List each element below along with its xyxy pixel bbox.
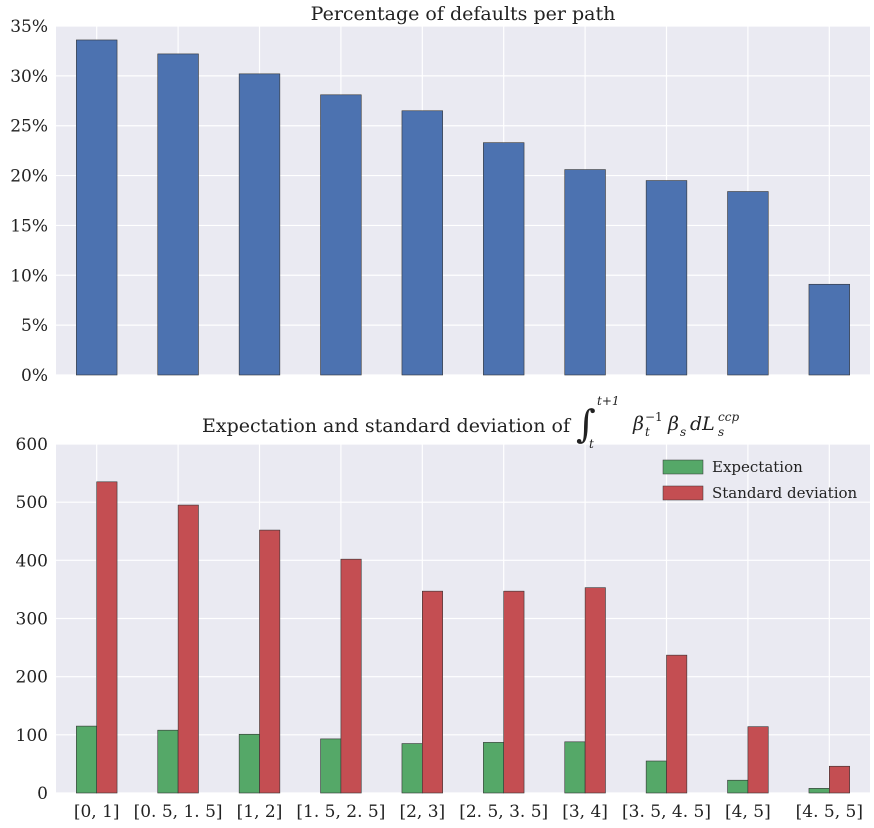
chart-title-bottom-text: Expectation and standard deviation of	[202, 415, 572, 437]
y-tick-label: 30%	[10, 67, 48, 87]
bar-standard-deviation	[340, 558, 362, 794]
bar	[727, 191, 769, 376]
bar-expectation	[727, 779, 749, 794]
integrand-L-sup: ccp	[718, 410, 739, 424]
legend-label-expectation: Expectation	[712, 458, 803, 476]
bars-top	[76, 39, 850, 376]
x-tick-label: [0. 5, 1. 5]	[134, 802, 223, 822]
bars-bottom	[76, 481, 850, 794]
x-ticks-bottom: [0, 1] [0. 5, 1. 5] [1, 2] [1. 5, 2. 5] [2, …	[74, 802, 863, 822]
bar-expectation	[564, 741, 586, 794]
y-tick-label: 100	[16, 726, 48, 746]
bar	[76, 39, 118, 376]
chart-title-top: Percentage of defaults per path	[311, 3, 616, 25]
bar-standard-deviation	[421, 590, 443, 794]
bar	[401, 110, 443, 376]
integral-upper-limit: t+1	[597, 394, 620, 408]
bar-expectation	[76, 725, 97, 794]
y-tick-label: 400	[16, 551, 48, 571]
integral-lower-limit: t	[589, 437, 594, 451]
bar	[564, 169, 606, 376]
y-tick-label: 10%	[10, 266, 48, 286]
y-tick-label: 15%	[10, 216, 48, 236]
x-tick-label: [3. 5, 4. 5]	[622, 802, 711, 822]
y-tick-label: 200	[16, 668, 48, 688]
bar-standard-deviation	[96, 481, 118, 794]
bar-standard-deviation	[747, 726, 769, 794]
bar-expectation	[157, 729, 179, 794]
bar	[483, 142, 525, 376]
x-tick-label: [2. 5, 3. 5]	[459, 802, 548, 822]
y-tick-label: 500	[16, 493, 48, 513]
integrand-L-sub: s	[718, 425, 724, 439]
x-tick-label: [1. 5, 2. 5]	[296, 802, 385, 822]
bar-standard-deviation	[259, 529, 281, 794]
legend: Expectation Standard deviation	[662, 458, 858, 502]
x-tick-label: [4. 5, 5]	[796, 802, 863, 822]
bar-expectation	[645, 760, 667, 794]
chart-title-bottom: Expectation and standard deviation of ∫ …	[202, 394, 739, 451]
x-tick-label: [1, 2]	[237, 802, 283, 822]
bar	[808, 283, 850, 376]
bar	[645, 180, 688, 376]
y-tick-label: 0%	[21, 366, 48, 386]
bar-standard-deviation	[666, 654, 688, 794]
bar-expectation	[808, 788, 830, 794]
chart-defaults-per-path: 0% 5% 10% 15% 20% 25% 30% 35% Percentage of def…	[10, 3, 870, 386]
y-tick-label: 600	[16, 435, 48, 455]
x-tick-label: [2, 3]	[399, 802, 445, 822]
y-ticks-top: 0% 5% 10% 15% 20% 25% 30% 35%	[10, 17, 48, 386]
integral-sign: ∫	[576, 402, 596, 446]
legend-swatch-expectation	[662, 459, 704, 475]
integrand-beta2: β	[667, 413, 679, 435]
bar	[238, 73, 281, 376]
y-tick-label: 35%	[10, 17, 48, 37]
y-tick-label: 25%	[10, 117, 48, 137]
y-tick-label: 300	[16, 610, 48, 630]
bar	[320, 94, 362, 376]
bar-standard-deviation	[177, 504, 199, 794]
y-tick-label: 20%	[10, 167, 48, 187]
legend-swatch-standard-deviation	[662, 485, 704, 501]
bar	[157, 53, 199, 376]
y-tick-label: 5%	[21, 316, 48, 336]
integrand-beta-sup: −1	[645, 410, 663, 424]
x-tick-label: [4, 5]	[725, 802, 771, 822]
integrand-beta: β	[632, 413, 644, 435]
bar-standard-deviation	[503, 590, 525, 794]
bar-standard-deviation	[584, 587, 606, 794]
y-ticks-bottom: 0 100 200 300 400 500 600	[16, 435, 48, 804]
integrand-beta2-sub: s	[680, 425, 686, 439]
bar-standard-deviation	[828, 765, 850, 794]
x-tick-label: [3, 4]	[562, 802, 608, 822]
x-tick-label: [0, 1]	[74, 802, 120, 822]
bar-expectation	[401, 743, 423, 794]
chart-expectation-std: 0 100 200 300 400 500 600 [0, 1] [0. 5, 1. 5] [1…	[16, 394, 870, 822]
integrand-beta-sub: t	[645, 425, 650, 439]
y-tick-label: 0	[37, 784, 48, 804]
bar-expectation	[320, 738, 342, 794]
integrand-dL: dL	[690, 413, 715, 435]
bar-expectation	[238, 733, 260, 794]
bar-expectation	[483, 742, 505, 794]
legend-label-standard-deviation: Standard deviation	[712, 484, 858, 502]
